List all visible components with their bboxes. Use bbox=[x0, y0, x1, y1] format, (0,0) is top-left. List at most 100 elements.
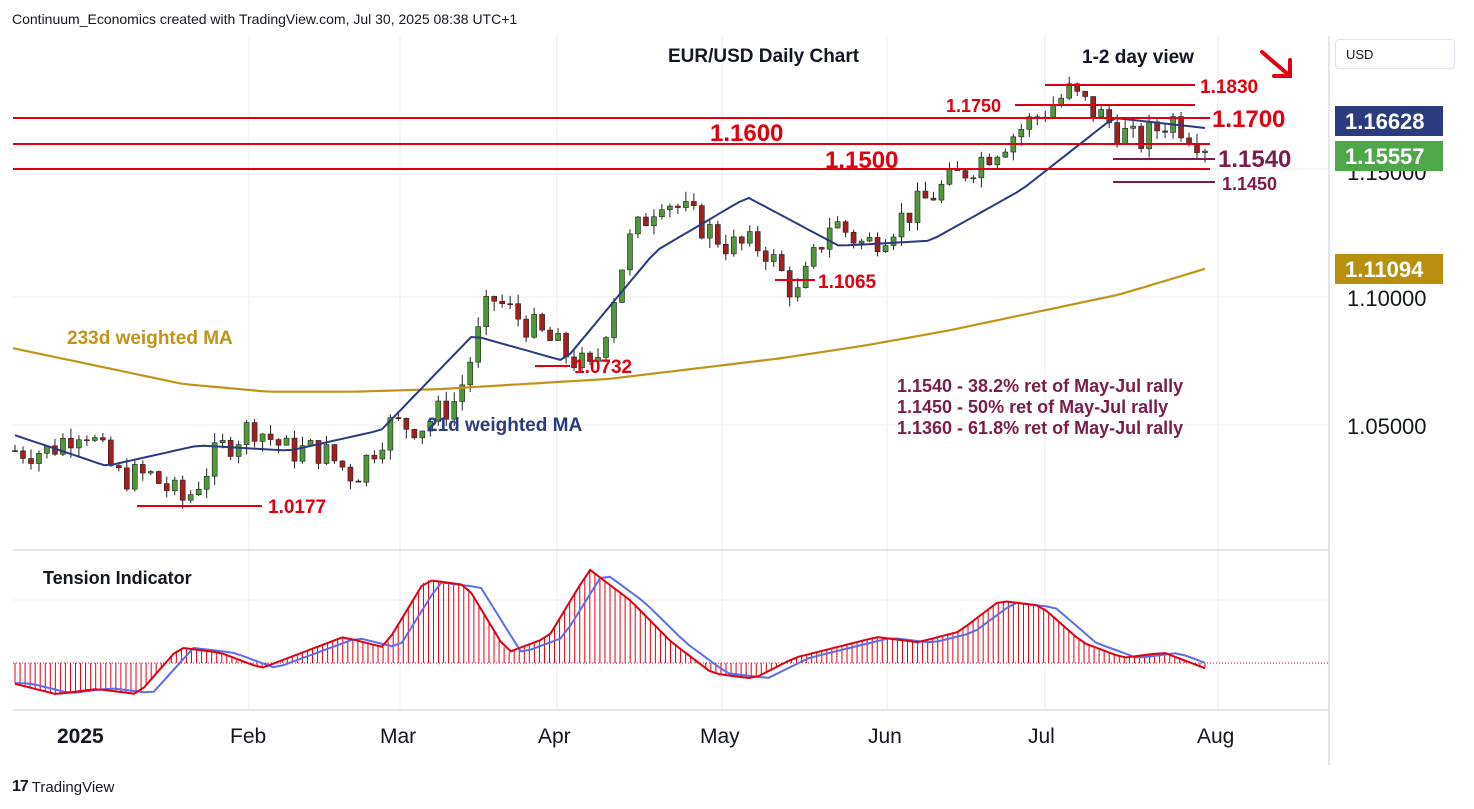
candle-body bbox=[635, 216, 641, 235]
candle-body bbox=[467, 361, 474, 386]
candle-body bbox=[587, 352, 593, 362]
candle-body bbox=[243, 422, 250, 445]
level-label-1540: 1.1540 bbox=[1218, 146, 1291, 173]
candle-body bbox=[834, 221, 841, 229]
price-tag-ma233: 1.11094 bbox=[1335, 254, 1443, 284]
candle-body bbox=[203, 475, 210, 490]
ma21-label: 21d weighted MA bbox=[427, 415, 582, 436]
candle-body bbox=[124, 467, 130, 490]
candle-body bbox=[411, 429, 418, 439]
candle-body bbox=[802, 265, 809, 288]
candle-body bbox=[1114, 122, 1120, 144]
candle-body bbox=[283, 437, 290, 446]
candle-body bbox=[323, 444, 330, 464]
candle-body bbox=[163, 483, 170, 492]
candle-body bbox=[1074, 83, 1081, 92]
footer-brand[interactable]: TradingView bbox=[31, 778, 115, 796]
price-tag-ma21: 1.16628 bbox=[1335, 106, 1443, 136]
candle-body bbox=[259, 433, 266, 442]
candle-body bbox=[1130, 125, 1136, 129]
level-label-1600: 1.1600 bbox=[710, 120, 783, 147]
annotation-1: 1.1540 - 38.2% ret of May-Jul rally bbox=[897, 376, 1183, 396]
level-label-0732: 1.0732 bbox=[574, 357, 632, 378]
x-tick-2025: 2025 bbox=[57, 725, 104, 748]
currency-button[interactable]: USD bbox=[1335, 39, 1455, 69]
annotation-2: 1.1450 - 50% ret of May-Jul rally bbox=[897, 397, 1168, 417]
candle-body bbox=[651, 216, 657, 227]
candle-body bbox=[762, 250, 769, 262]
candle-body bbox=[1202, 150, 1208, 153]
candle-body bbox=[579, 352, 585, 369]
candle-body bbox=[355, 480, 362, 483]
candle-body bbox=[882, 245, 889, 253]
candle-body bbox=[235, 444, 242, 457]
candle-body bbox=[675, 205, 681, 208]
candle-body bbox=[738, 236, 745, 244]
candle-body bbox=[547, 329, 553, 341]
candle-body bbox=[267, 433, 274, 440]
candle-body bbox=[171, 479, 178, 492]
candle-body bbox=[826, 227, 833, 250]
x-tick-feb: Feb bbox=[230, 725, 266, 748]
level-label-1830: 1.1830 bbox=[1200, 77, 1258, 98]
candle-body bbox=[1122, 127, 1128, 144]
candle-body bbox=[403, 418, 410, 430]
candle-body bbox=[970, 177, 977, 180]
candle-body bbox=[131, 464, 138, 490]
level-label-0177: 1.0177 bbox=[268, 497, 326, 518]
y-tick-1-10: 1.10000 bbox=[1347, 286, 1427, 311]
ma233-label: 233d weighted MA bbox=[67, 328, 233, 349]
candle-body bbox=[60, 437, 66, 455]
level-label-1500: 1.1500 bbox=[825, 147, 898, 174]
candle-body bbox=[627, 233, 633, 271]
candle-body bbox=[906, 212, 913, 223]
candle-body bbox=[68, 437, 74, 449]
candle-body bbox=[275, 439, 282, 446]
candle-body bbox=[315, 440, 322, 464]
candle-body bbox=[1066, 83, 1073, 99]
tension-indicator bbox=[13, 568, 1328, 695]
candle-body bbox=[395, 417, 402, 419]
candle-body bbox=[179, 479, 186, 501]
candle-body bbox=[1138, 125, 1144, 149]
candle-body bbox=[523, 318, 529, 338]
candle-body bbox=[898, 212, 905, 238]
candle-body bbox=[539, 314, 545, 331]
candle-body bbox=[339, 460, 346, 468]
candle-body bbox=[858, 240, 865, 244]
chart-subtitle: 1-2 day view bbox=[1082, 47, 1194, 68]
candle-body bbox=[770, 254, 777, 262]
candle-body bbox=[786, 270, 793, 298]
candle-body bbox=[483, 296, 490, 327]
frame bbox=[13, 36, 1330, 765]
x-tick-may: May bbox=[700, 725, 740, 748]
candle-body bbox=[778, 254, 785, 271]
candle-body bbox=[331, 444, 338, 462]
candle-body bbox=[155, 471, 162, 484]
candle-body bbox=[986, 156, 993, 166]
candle-body bbox=[611, 302, 617, 338]
candle-body bbox=[443, 400, 450, 420]
candle-body bbox=[667, 205, 673, 211]
chart-header: Continuum_Economics created with Trading… bbox=[12, 11, 518, 27]
candle-body bbox=[499, 300, 505, 305]
moving-averages bbox=[12, 117, 1206, 467]
candle-body bbox=[507, 303, 513, 306]
candle-body bbox=[12, 450, 18, 452]
candle-body bbox=[299, 445, 306, 462]
candle-body bbox=[36, 453, 42, 464]
candle-body bbox=[1026, 116, 1033, 130]
candle-body bbox=[1050, 104, 1057, 118]
down-arrow-icon bbox=[1260, 50, 1292, 78]
x-tick-mar: Mar bbox=[380, 725, 416, 748]
candle-body bbox=[387, 417, 394, 451]
candle-body bbox=[890, 236, 897, 246]
candle-body bbox=[930, 197, 937, 201]
candle-body bbox=[379, 449, 386, 460]
level-label-1750: 1.1750 bbox=[946, 96, 1001, 116]
candle-body bbox=[1194, 143, 1200, 153]
candle-body bbox=[1082, 91, 1089, 97]
candle-body bbox=[251, 422, 258, 442]
candle-body bbox=[555, 333, 561, 341]
